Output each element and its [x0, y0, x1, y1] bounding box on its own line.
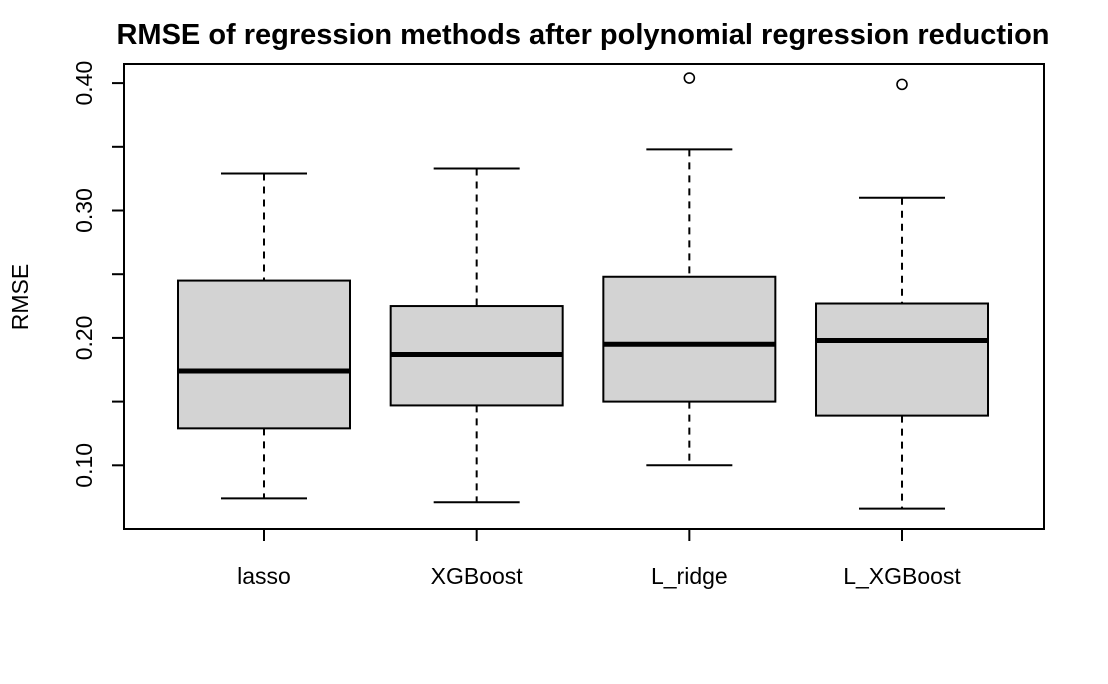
- y-axis: 0.10 0.20 0.30 0.40: [71, 61, 125, 488]
- y-tick-label: 0.10: [71, 443, 97, 488]
- outlier-point: [683, 72, 696, 84]
- chart-title: RMSE of regression methods after polynom…: [116, 19, 1049, 51]
- x-tick-label: lasso: [237, 563, 291, 589]
- x-tick-label: L_ridge: [651, 563, 728, 589]
- y-tick-label: 0.40: [71, 61, 97, 106]
- box-L_XGBoost: [815, 78, 990, 510]
- y-tick-label: 0.20: [71, 316, 97, 361]
- iqr-box: [602, 275, 777, 403]
- y-tick-label: 0.30: [71, 188, 97, 233]
- box-L_ridge: [602, 72, 777, 467]
- x-tick-label: XGBoost: [431, 563, 524, 589]
- x-axis: lasso XGBoost L_ridge L_XGBoost: [237, 528, 961, 589]
- y-axis-label: RMSE: [7, 264, 33, 330]
- box-lasso: [177, 172, 351, 500]
- iqr-box: [815, 302, 990, 417]
- x-tick-label: L_XGBoost: [843, 563, 961, 589]
- box-XGBoost: [389, 167, 564, 504]
- boxes-group: [177, 72, 990, 510]
- iqr-box: [177, 279, 351, 430]
- outlier-point: [896, 78, 908, 91]
